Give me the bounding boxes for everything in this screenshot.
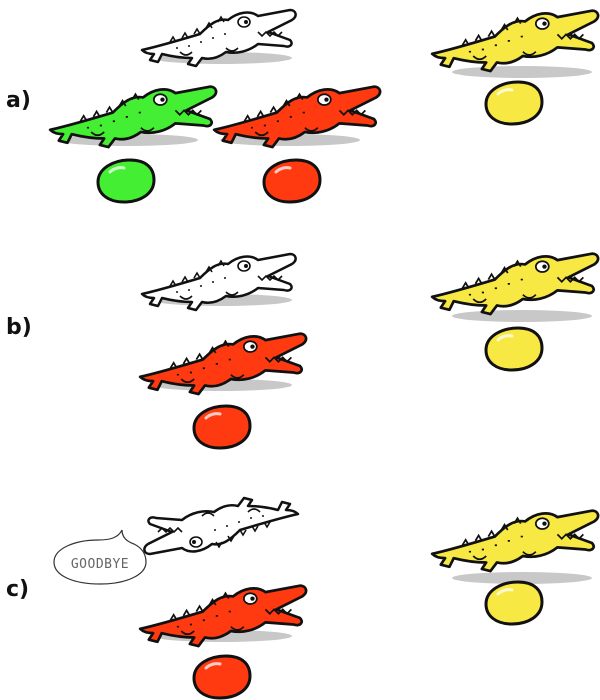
speech-bubble-text: GOODBYE (71, 557, 129, 572)
row-label-a: a) (6, 88, 31, 113)
egg-icon (192, 654, 252, 700)
row-label-c: c) (6, 577, 30, 602)
egg-icon (192, 404, 252, 450)
egg-icon (484, 80, 544, 126)
egg-icon (262, 158, 322, 204)
alligator-icon (430, 9, 600, 73)
egg-icon (484, 326, 544, 372)
egg-icon (96, 158, 156, 204)
row-label-b: b) (6, 315, 32, 340)
egg-icon (484, 580, 544, 626)
alligator-icon (143, 496, 300, 556)
speech-bubble-icon: GOODBYE (53, 529, 147, 585)
alligator-icon (430, 252, 600, 316)
alligator-icon (430, 509, 600, 573)
